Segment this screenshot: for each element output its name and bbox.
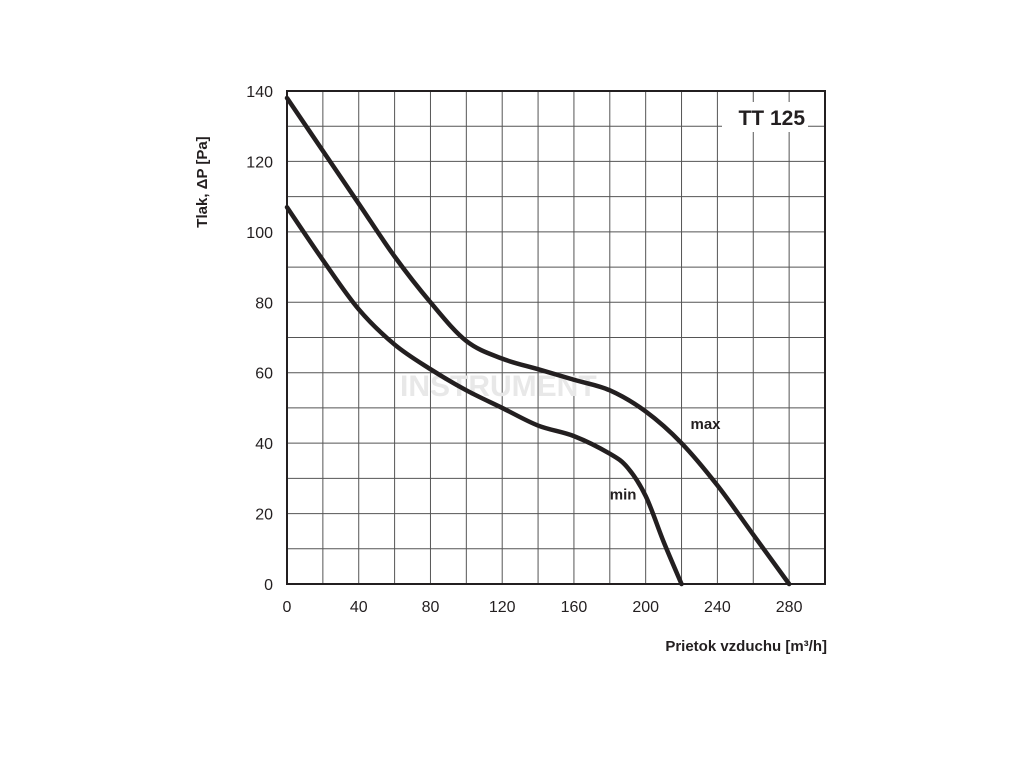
y-tick-label: 20 xyxy=(255,507,273,524)
y-tick-label: 140 xyxy=(246,84,273,101)
chart-title: TT 125 xyxy=(738,107,805,130)
grid xyxy=(287,91,825,584)
series-line-min xyxy=(284,204,684,587)
x-tick-label: 280 xyxy=(776,599,803,616)
y-axis-label: Tlak, ΔP [Pa] xyxy=(194,136,211,227)
x-tick-label: 200 xyxy=(632,599,659,616)
curves: max min xyxy=(284,95,792,587)
y-tick-label: 120 xyxy=(246,154,273,171)
x-tick-label: 120 xyxy=(489,599,516,616)
series-label-min: min xyxy=(610,486,637,503)
x-tick-label: 80 xyxy=(422,599,440,616)
x-tick-label: 240 xyxy=(704,599,731,616)
y-tick-label: 40 xyxy=(255,436,273,453)
title-bg xyxy=(722,102,808,132)
y-tick-label: 60 xyxy=(255,366,273,383)
x-tick-label: 0 xyxy=(283,599,292,616)
y-tick-label: 100 xyxy=(246,225,273,242)
x-axis-label: Prietok vzduchu [m³/h] xyxy=(665,638,827,655)
y-tick-label: 0 xyxy=(264,577,273,594)
x-tick-label: 40 xyxy=(350,599,368,616)
watermark: INSTRUMENT xyxy=(400,370,597,403)
series-line-max xyxy=(284,95,792,587)
y-tick-label: 80 xyxy=(255,295,273,312)
x-tick-label: 160 xyxy=(561,599,588,616)
series-label-max: max xyxy=(691,416,722,433)
plot-frame xyxy=(286,90,826,585)
